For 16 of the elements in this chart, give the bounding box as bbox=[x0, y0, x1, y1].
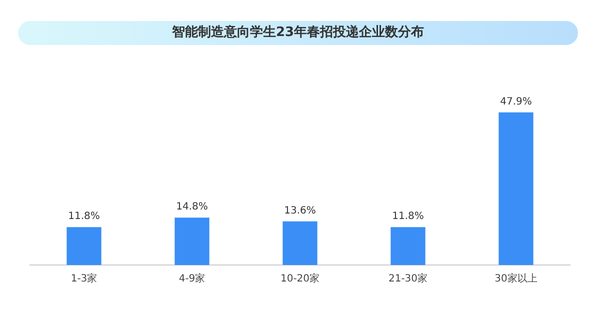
x-tick-label: 4-9家 bbox=[178, 272, 206, 285]
x-tick-label: 21-30家 bbox=[388, 272, 428, 285]
data-label: 11.8% bbox=[392, 211, 424, 222]
data-label: 13.6% bbox=[284, 205, 316, 216]
data-label: 11.8% bbox=[68, 211, 100, 222]
chart-title: 智能制造意向学生23年春招投递企业数分布 bbox=[18, 21, 578, 45]
x-tick-label: 30家以上 bbox=[494, 272, 538, 285]
x-tick-label: 10-20家 bbox=[280, 272, 320, 285]
bar bbox=[390, 227, 426, 265]
bar bbox=[66, 227, 102, 265]
data-label: 14.8% bbox=[176, 202, 208, 213]
x-tick-label: 1-3家 bbox=[70, 272, 98, 285]
bar bbox=[174, 218, 210, 265]
bar bbox=[498, 112, 534, 265]
data-label: 47.9% bbox=[500, 96, 532, 108]
bar bbox=[282, 221, 318, 265]
